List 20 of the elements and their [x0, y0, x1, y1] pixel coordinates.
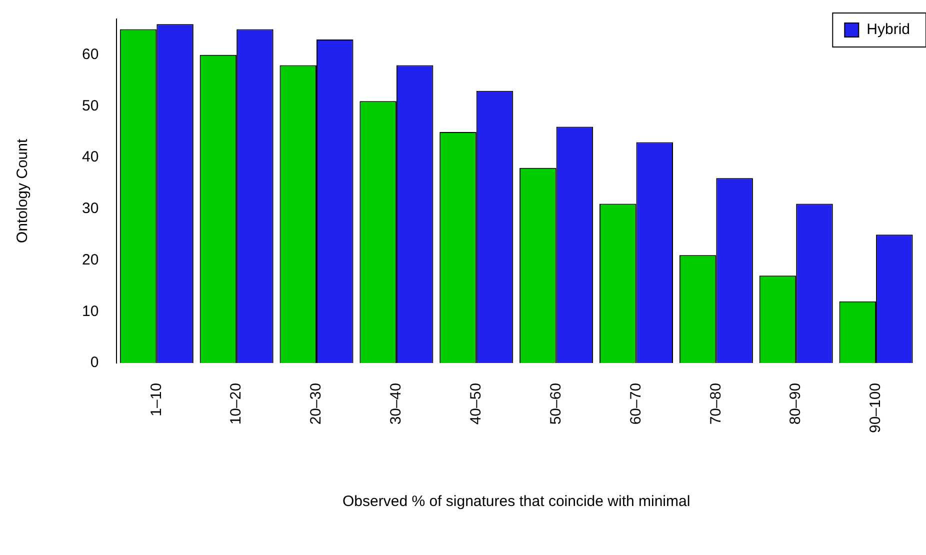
y-tick-label: 20 [82, 251, 99, 268]
y-tick-label: 0 [90, 354, 99, 372]
y-tick-label: 30 [82, 200, 99, 218]
y-tick-label: 60 [82, 46, 99, 64]
x-tick-label: 1–10 [148, 382, 165, 416]
x-tick-label: 10–20 [228, 382, 245, 425]
x-tick-label: 20–30 [308, 382, 325, 425]
x-tick-label: 30–40 [388, 382, 405, 425]
x-tick-label: 50–60 [547, 382, 564, 425]
y-tick-label: 40 [82, 148, 99, 166]
legend-label: Hybrid [866, 21, 910, 38]
x-tick-label: 80–90 [787, 382, 804, 425]
x-axis-title: Observed % of signatures that coincide with minimal [342, 493, 690, 510]
y-axis-title: Ontology Count [14, 138, 32, 244]
x-tick-label: 60–70 [627, 382, 644, 425]
x-tick-label: 90–100 [867, 382, 884, 434]
y-tick-label: 50 [82, 97, 99, 114]
x-tick-label: 70–80 [707, 382, 724, 425]
x-tick-label: 40–50 [468, 382, 485, 425]
y-tick-label: 10 [82, 302, 99, 320]
